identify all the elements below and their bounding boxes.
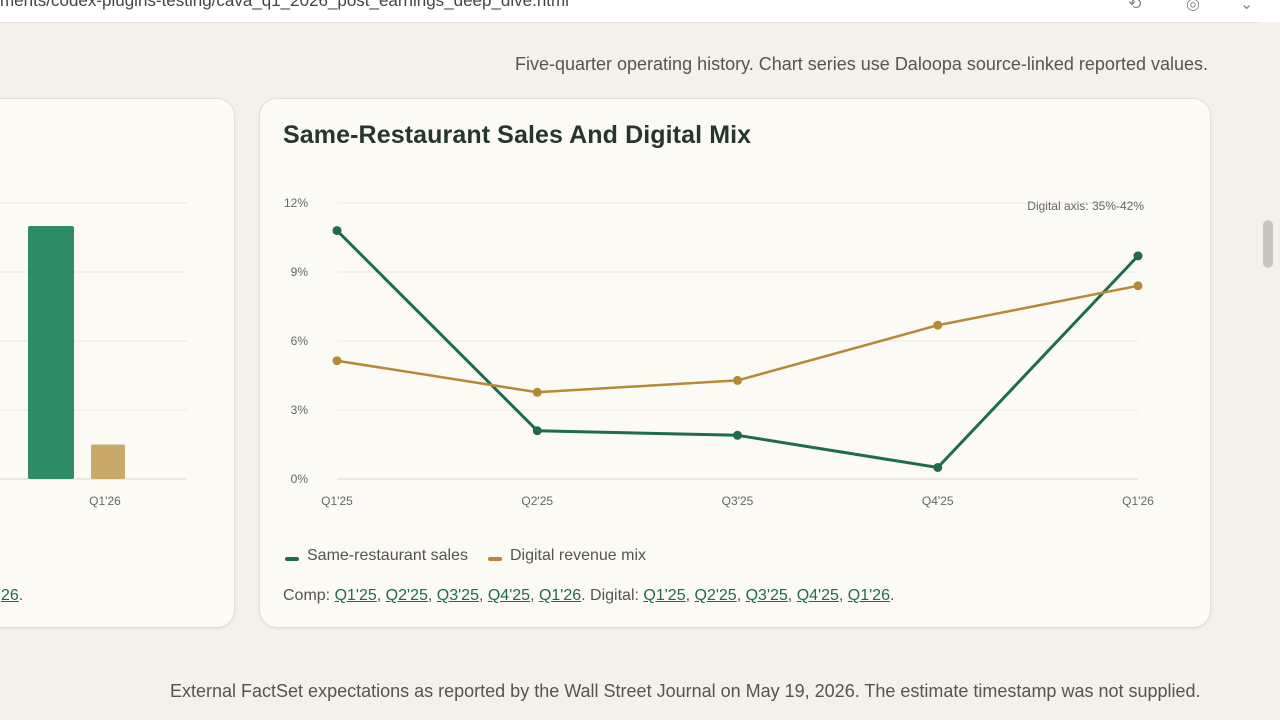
comp-point-3 <box>933 463 943 472</box>
extension-icon[interactable]: ⟲ <box>1128 0 1142 13</box>
comp-point-0 <box>332 226 342 236</box>
scrollbar-thumb[interactable] <box>1263 220 1273 268</box>
legend-swatch-digital <box>487 557 502 561</box>
source-separator: , <box>427 587 437 604</box>
bar-q126-comp <box>28 226 74 479</box>
legend-item-digital: Digital revenue mix <box>487 547 647 565</box>
x-tick-label: Q1'25 <box>321 494 353 508</box>
y-tick-label: 6% <box>291 334 309 348</box>
left-source-period: . <box>18 587 24 604</box>
line-chart-card: Same-Restaurant Sales And Digital Mix 0%… <box>259 98 1211 628</box>
url-text[interactable]: ments/codex-plugins-testing/cava_q1_2026… <box>0 0 569 10</box>
y-tick-label: 9% <box>291 265 309 279</box>
digital-source-link-3[interactable]: Q4'25 <box>796 587 839 604</box>
line-chart: 0% 3% 6% 9% 12% Q1'25 Q2'25 Q3'25 Q4'25 Q1'26 Digi… <box>284 196 1154 508</box>
legend-label-comp: Same-restaurant sales <box>307 547 468 564</box>
comp-sources-label: Comp: <box>283 587 335 604</box>
source-separator: , <box>685 587 695 604</box>
menu-chevron-icon[interactable]: ⌄ <box>1240 0 1254 13</box>
digital-source-link-0[interactable]: Q1'25 <box>643 587 686 604</box>
y-tick-label: 0% <box>291 472 309 486</box>
source-separator: , <box>838 587 848 604</box>
comp-source-link-3[interactable]: Q4'25 <box>487 587 531 604</box>
source-separator: , <box>478 587 488 604</box>
legend-label-digital: Digital revenue mix <box>509 547 647 564</box>
digital-axis-note: Digital axis: 35%-42% <box>1027 199 1144 213</box>
left-source-link[interactable]: 26 <box>1 587 19 604</box>
digital-point-3 <box>933 320 943 330</box>
left-bar-chart: Q1'26 <box>0 202 187 508</box>
bar-q126-digital <box>91 444 125 479</box>
legend-item-comp: Same-restaurant sales <box>285 547 468 565</box>
left-chart-card: Q1'26 26. <box>0 98 235 628</box>
footer-note: External FactSet expectations as reporte… <box>170 681 1201 701</box>
source-separator: , <box>530 587 539 604</box>
scrollbar[interactable] <box>1258 22 1280 720</box>
y-tick-label: 12% <box>284 196 308 210</box>
source-period: . <box>889 587 895 604</box>
chart-legend: Same-restaurant sales Digital revenue mi… <box>285 547 646 565</box>
digital-source-link-2[interactable]: Q3'25 <box>745 587 788 604</box>
digital-point-1 <box>532 387 542 397</box>
y-tick-label: 3% <box>291 403 309 417</box>
digital-source-link-1[interactable]: Q2'25 <box>694 587 737 604</box>
legend-swatch-comp <box>285 557 299 561</box>
source-separator: , <box>787 587 797 604</box>
source-separator: , <box>736 587 746 604</box>
comp-source-link-0[interactable]: Q1'25 <box>334 587 377 604</box>
x-tick-label: Q3'25 <box>722 494 754 508</box>
x-tick-label: Q2'25 <box>521 494 553 508</box>
section-subtitle: Five-quarter operating history. Chart se… <box>514 54 1208 74</box>
source-separator: , <box>376 587 386 604</box>
comp-point-1 <box>532 426 542 436</box>
source-links: Comp: Q1'25, Q2'25, Q3'25, Q4'25, Q1'26.… <box>283 587 894 605</box>
digital-point-4 <box>1133 281 1143 291</box>
left-source-line: 26. <box>1 587 23 605</box>
browser-bar: ments/codex-plugins-testing/cava_q1_2026… <box>0 0 1280 23</box>
comp-point-2 <box>733 430 742 440</box>
comp-source-link-4[interactable]: Q1'26 <box>538 587 582 604</box>
chart-title: Same-Restaurant Sales And Digital Mix <box>283 121 752 149</box>
profile-icon[interactable]: ◎ <box>1186 0 1200 13</box>
digital-point-0 <box>332 356 342 366</box>
digital-sources-label: . Digital: <box>581 587 644 604</box>
x-tick-label: Q4'25 <box>922 494 954 508</box>
comp-source-link-2[interactable]: Q3'25 <box>436 587 479 604</box>
digital-source-link-4[interactable]: Q1'26 <box>847 587 890 604</box>
x-tick-label: Q1'26 <box>1122 494 1154 508</box>
comp-source-link-1[interactable]: Q2'25 <box>385 587 428 604</box>
digital-point-2 <box>733 375 742 385</box>
comp-point-4 <box>1133 251 1143 261</box>
left-x-tick-label: Q1'26 <box>89 494 121 508</box>
